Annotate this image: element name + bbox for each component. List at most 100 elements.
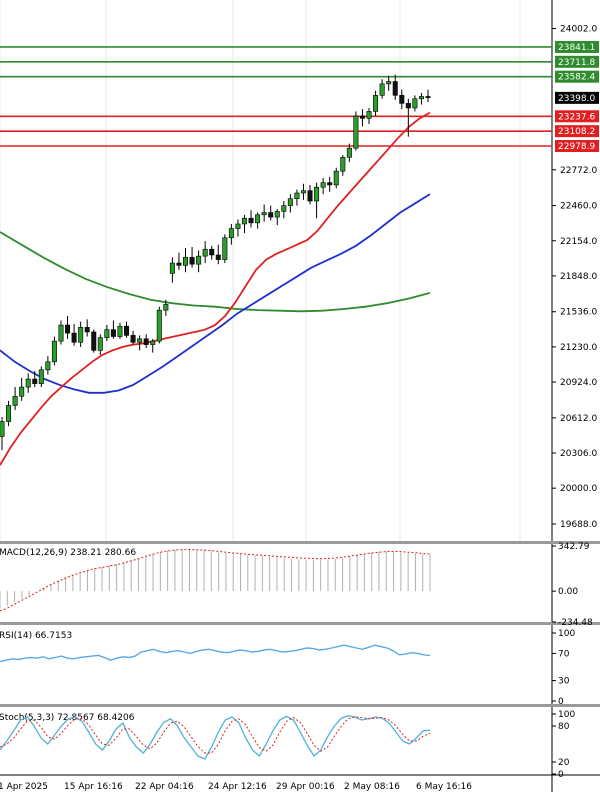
y-tick-label: 0.00 [558, 587, 578, 597]
stoch-title: Stoch(5,3,3) 72.8567 68.4206 [0, 713, 135, 723]
y-tick-label: 70 [558, 649, 570, 659]
y-tick-label: 19688.0 [560, 520, 597, 530]
candle-body [38, 369, 44, 384]
ma-slow-line [0, 231, 431, 313]
x-tick-label: 29 Apr 00:16 [276, 782, 335, 792]
ma-mid-line [0, 193, 431, 394]
candle-body [268, 212, 274, 218]
candle-body [327, 182, 333, 186]
y-tick-label: 20612.0 [560, 414, 597, 424]
candle-body [196, 255, 202, 265]
candle-body [32, 378, 38, 384]
candle-body [202, 248, 208, 257]
y-tick-label: 20924.0 [560, 378, 597, 388]
level-tag-label: 22978.9 [558, 142, 595, 152]
y-tick-label: 21848.0 [560, 272, 597, 282]
candle-body [91, 331, 97, 351]
candle-body [418, 96, 424, 100]
level-tag-label: 23711.8 [558, 58, 595, 68]
y-tick-label: 80 [558, 722, 570, 732]
y-tick-label: 20000.0 [560, 484, 597, 494]
candle-body [169, 262, 175, 274]
level-tag [555, 125, 599, 138]
candle-body [12, 395, 18, 406]
candle-body [176, 262, 182, 266]
current-price-label: 23398.0 [558, 94, 595, 104]
candle-body [65, 324, 71, 334]
ma-fast-line [0, 111, 431, 466]
candle-body [425, 96, 431, 98]
candle-body [130, 335, 136, 343]
candle-body [228, 228, 234, 239]
candle-body [222, 237, 228, 260]
y-tick-label: 20306.0 [560, 449, 597, 459]
y-tick-label: -234.48 [558, 618, 593, 628]
level-tag-label: 23582.4 [558, 73, 595, 83]
candle-body [386, 81, 392, 85]
candle-body [281, 205, 287, 212]
x-tick-label: 1 Apr 2025 [0, 782, 48, 792]
candle-body [45, 361, 51, 371]
candle-body [19, 386, 25, 397]
candle-body [150, 340, 156, 345]
x-axis: 1 Apr 2025 15 Apr 16:16 22 Apr 04:16 24 Apr… [0, 774, 600, 792]
x-tick-label: 22 Apr 04:16 [135, 782, 194, 792]
candle-body [104, 329, 110, 338]
candle-body [143, 338, 149, 345]
candle-body [412, 98, 418, 109]
candle-body [255, 214, 261, 224]
macd-signal-line [0, 548, 431, 612]
candle-body [333, 170, 339, 186]
level-tag [555, 70, 599, 83]
current-price-tag [555, 91, 599, 104]
level-tag [555, 55, 599, 68]
candle-body [379, 83, 385, 96]
candle-body [314, 186, 320, 202]
macd-title: MACD(12,26,9) 238.21 280.66 [0, 548, 136, 558]
y-tick-label: 22772.0 [560, 166, 597, 176]
candle-body [110, 329, 116, 337]
candle-body [209, 248, 215, 256]
candle-body [84, 327, 90, 333]
candle-body [25, 378, 31, 388]
rsi-title: RSI(14) 66.7153 [0, 631, 72, 641]
candle-body [248, 217, 254, 224]
candle-body [78, 327, 84, 343]
candle-body [117, 325, 123, 337]
candle-body [189, 256, 195, 265]
candle-body [97, 337, 103, 351]
level-tag-label: 23237.6 [558, 112, 595, 122]
candle-body [163, 304, 169, 311]
y-tick-label: 21536.0 [560, 308, 597, 318]
candle-body [405, 103, 411, 109]
stoch-k-line [0, 715, 431, 760]
rsi-panel: RSI(14) 66.7153 100 70 30 0 [0, 629, 600, 707]
y-tick-label: 100 [558, 629, 575, 639]
y-tick-label: 22154.0 [560, 237, 597, 247]
y-tick-label: 100 [558, 710, 575, 720]
candle-body [156, 309, 162, 342]
panel-separator [0, 622, 600, 625]
candle-body [294, 192, 300, 200]
y-tick-label: 30 [558, 677, 570, 687]
y-tick-label: 20 [558, 758, 570, 768]
candle-body [340, 157, 346, 172]
x-tick-label: 24 Apr 12:16 [208, 782, 267, 792]
x-tick-label: 15 Apr 16:16 [64, 782, 123, 792]
candle-body [6, 405, 12, 422]
candle-body [392, 81, 398, 96]
candle-body [261, 212, 267, 216]
x-tick-label: 6 May 16:16 [416, 782, 472, 792]
candle-body [183, 256, 189, 266]
candle-body [373, 95, 379, 112]
y-tick-label: 0 [558, 697, 564, 707]
level-tag-label: 23108.2 [558, 127, 595, 137]
candle-body [300, 190, 306, 194]
candle-body [51, 340, 57, 363]
candle-body [287, 198, 293, 206]
panel-separator [0, 704, 600, 707]
candle-body [274, 211, 280, 218]
